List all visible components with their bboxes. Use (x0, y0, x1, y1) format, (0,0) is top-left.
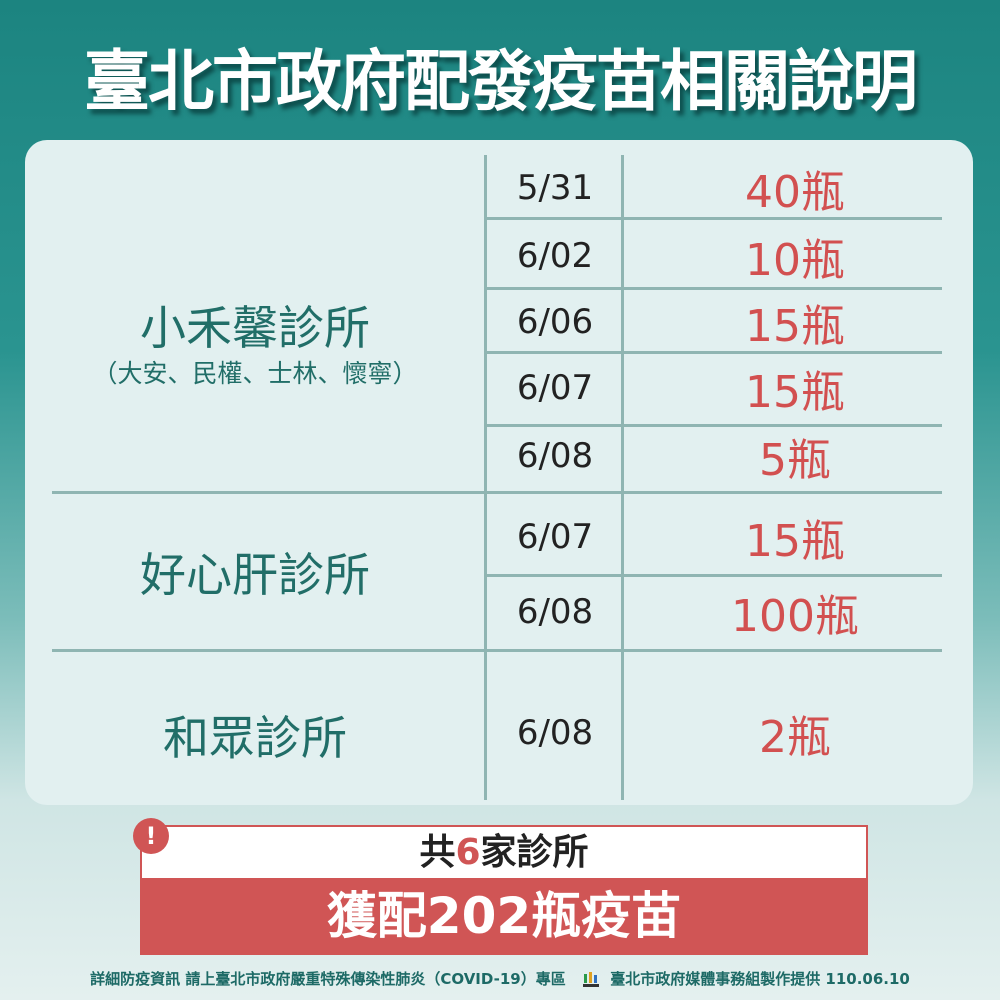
amount-cell: 5瓶 (759, 435, 831, 486)
amount-cell: 100瓶 (731, 591, 859, 642)
amount-cell: 40瓶 (745, 167, 845, 218)
amount-cell: 2瓶 (759, 712, 831, 763)
divider (485, 424, 942, 427)
clinic-name: 好心肝診所 (140, 548, 370, 602)
clinic-count: 6 (455, 832, 481, 873)
clinic-name: 和眾診所 (163, 711, 347, 765)
count-prefix: 共 (419, 832, 456, 873)
date-cell: 6/06 (516, 302, 594, 342)
vaccine-table-card (25, 140, 973, 805)
divider (621, 155, 624, 800)
date-cell: 6/08 (516, 436, 594, 476)
amount-cell: 15瓶 (745, 516, 845, 567)
footer-info: 詳細防疫資訊 請上臺北市政府嚴重特殊傳染性肺炎（COVID-19）專區 (90, 970, 566, 988)
divider (52, 649, 942, 652)
footer-credit: 臺北市政府媒體事務組製作提供 110.06.10 (610, 970, 910, 988)
date-cell: 6/08 (516, 713, 594, 753)
taipei-logo-icon (582, 971, 599, 987)
divider (485, 287, 942, 290)
amount-cell: 15瓶 (745, 301, 845, 352)
date-cell: 6/08 (516, 592, 594, 632)
footer: 詳細防疫資訊 請上臺北市政府嚴重特殊傳染性肺炎（COVID-19）專區 臺北市政… (0, 968, 1000, 989)
exclamation-icon: ! (133, 818, 169, 854)
date-cell: 6/02 (516, 236, 594, 276)
count-suffix: 家診所 (480, 832, 589, 873)
divider (485, 217, 942, 220)
clinic-name: 小禾馨診所 (140, 301, 370, 355)
total-banner: 獲配202瓶疫苗 (140, 878, 868, 955)
page-title: 臺北市政府配發疫苗相關說明 (84, 43, 918, 120)
amount-cell: 15瓶 (745, 367, 845, 418)
divider (484, 155, 487, 800)
divider (485, 351, 942, 354)
date-cell: 6/07 (516, 368, 594, 408)
clinic-count-banner: 共6家診所 (140, 825, 868, 878)
date-cell: 6/07 (516, 517, 594, 557)
date-cell: 5/31 (516, 168, 594, 208)
divider (485, 574, 942, 577)
divider (52, 491, 942, 494)
clinic-branches: （大安、民權、士林、懷寧） (92, 359, 418, 388)
amount-cell: 10瓶 (745, 235, 845, 286)
